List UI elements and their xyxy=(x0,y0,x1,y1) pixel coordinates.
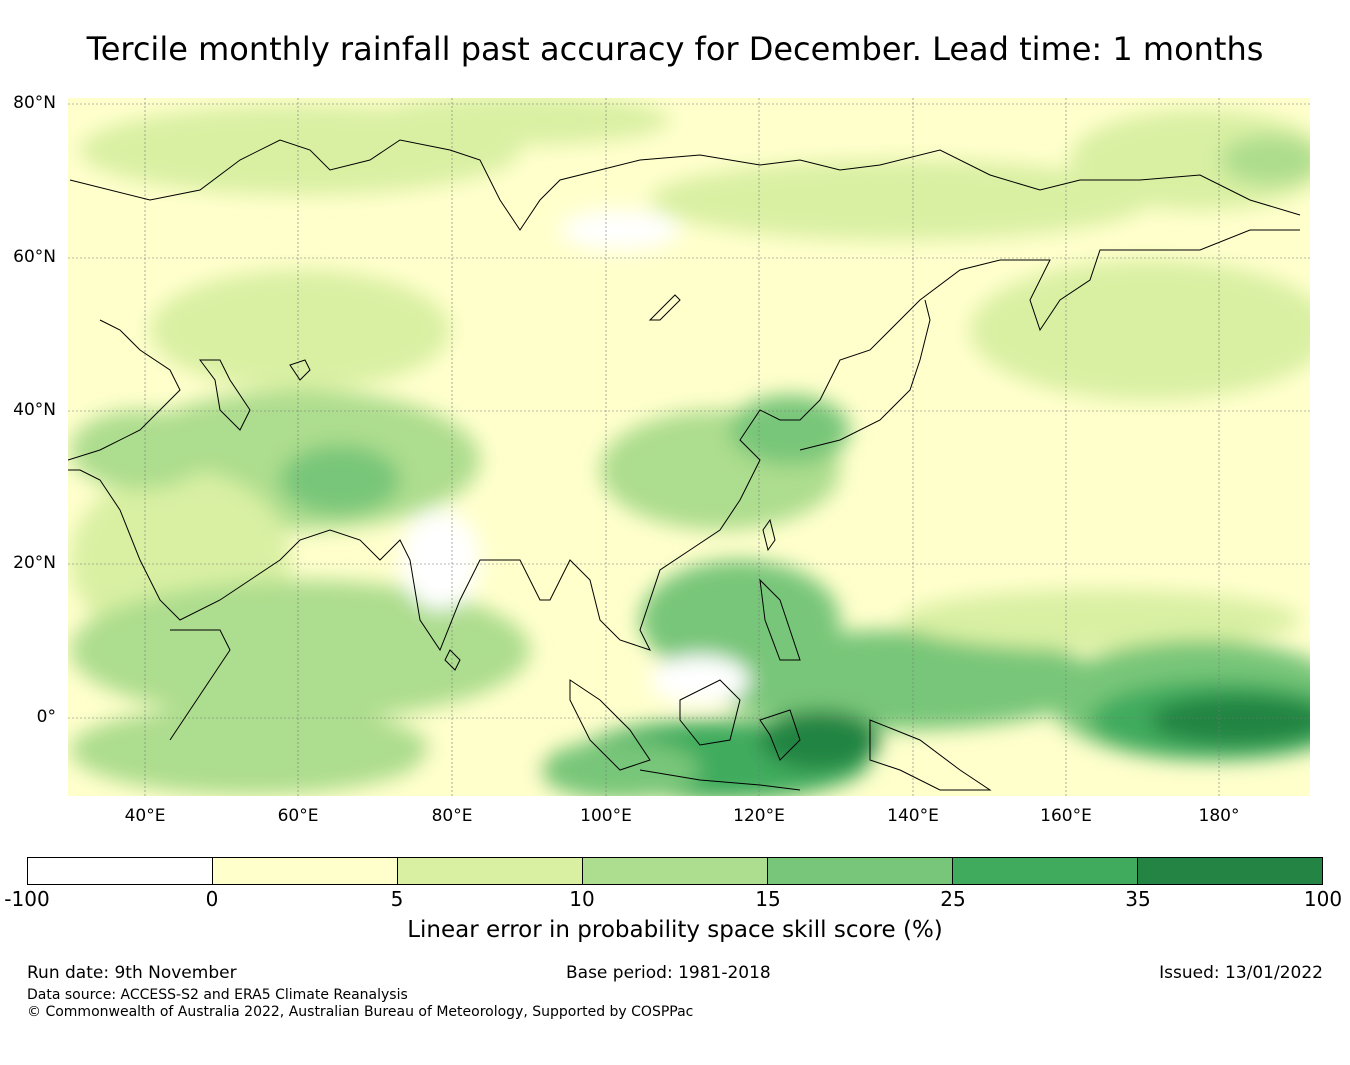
patch-tropical-pacific xyxy=(900,590,1300,650)
lon-label: 140°E xyxy=(887,806,939,826)
lon-label: 180° xyxy=(1198,806,1240,826)
patch-indian-low xyxy=(420,743,540,787)
patch-pacific-max xyxy=(1150,695,1310,745)
chart-title: Tercile monthly rainfall past accuracy f… xyxy=(86,30,1264,68)
colorbar-segment xyxy=(583,858,768,884)
patch-north-pacific xyxy=(970,260,1310,400)
lon-label: 40°E xyxy=(124,806,166,826)
patch-siberia-white xyxy=(560,210,680,250)
patch-borneo-white xyxy=(650,655,750,705)
colorbar-segment xyxy=(953,858,1138,884)
lat-label: 80°N xyxy=(13,93,56,113)
coastlines xyxy=(68,139,1301,791)
lat-label: 60°N xyxy=(13,247,56,267)
patch-kara xyxy=(370,98,670,145)
patch-arctic-east xyxy=(1070,110,1310,210)
patch-siberia-east xyxy=(650,160,1150,240)
base-period: Base period: 1981-2018 xyxy=(566,963,771,983)
lat-label: 40°N xyxy=(13,400,56,420)
map-field xyxy=(68,98,1310,796)
issued-date: Issued: 13/01/2022 xyxy=(1159,963,1323,983)
lat-label: 0° xyxy=(36,707,56,727)
lat-label: 20°N xyxy=(13,553,56,573)
skill-patches xyxy=(70,98,1310,796)
colorbar-label: Linear error in probability space skill … xyxy=(407,917,943,943)
patch-indian-ocean xyxy=(70,580,530,720)
colorbar-tick: -100 xyxy=(4,887,50,911)
patch-south-indian xyxy=(70,705,430,795)
colorbar-segment xyxy=(398,858,583,884)
lon-label: 160°E xyxy=(1040,806,1092,826)
colorbar-tick: 100 xyxy=(1303,887,1343,911)
lon-label: 60°E xyxy=(277,806,319,826)
colorbar xyxy=(27,857,1323,885)
patch-warm-pool xyxy=(700,630,1100,730)
map-gridlines xyxy=(68,98,1310,796)
colorbar-tick: 15 xyxy=(755,887,781,911)
colorbar-tick: 35 xyxy=(1125,887,1151,911)
colorbar-segment xyxy=(768,858,953,884)
patch-central-asia xyxy=(150,270,450,390)
data-source: Data source: ACCESS-S2 and ERA5 Climate … xyxy=(27,987,408,1003)
colorbar-tick: 0 xyxy=(205,887,219,911)
run-date: Run date: 9th November xyxy=(27,963,237,983)
colorbar-segment xyxy=(28,858,213,884)
lon-label: 80°E xyxy=(431,806,473,826)
colorbar-tick: 10 xyxy=(569,887,595,911)
colorbar-segment xyxy=(1138,858,1322,884)
patch-bering xyxy=(1220,135,1310,185)
patch-sunda xyxy=(540,740,700,796)
colorbar-tick: 5 xyxy=(390,887,404,911)
colorbar-segment xyxy=(213,858,398,884)
lon-label: 120°E xyxy=(733,806,785,826)
patch-levant xyxy=(70,410,210,490)
patch-banda-sea xyxy=(760,710,880,770)
patch-korea xyxy=(730,395,850,465)
copyright: © Commonwealth of Australia 2022, Austra… xyxy=(27,1004,694,1020)
lon-label: 100°E xyxy=(580,806,632,826)
patch-tibet-west xyxy=(280,445,400,515)
colorbar-tick: 25 xyxy=(940,887,966,911)
patch-india-white xyxy=(400,510,480,610)
